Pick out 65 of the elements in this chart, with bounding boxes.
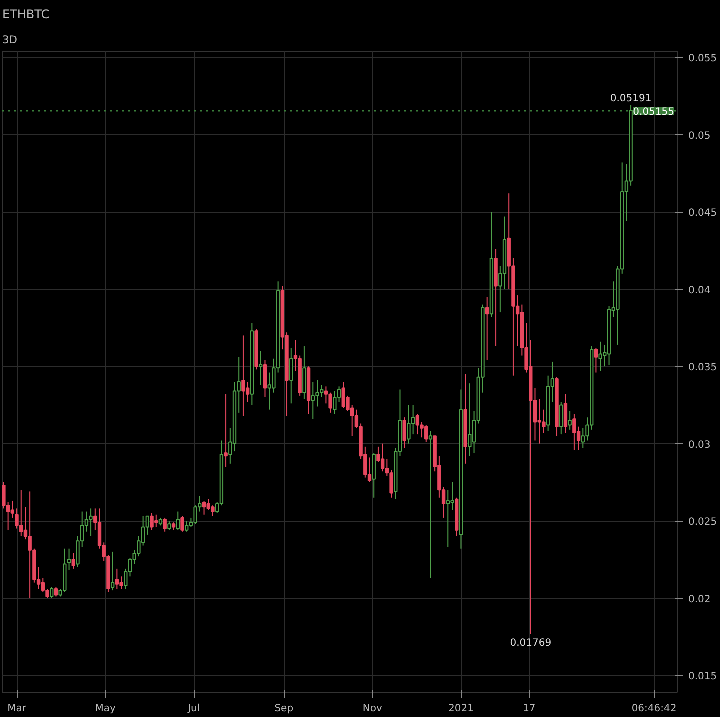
- candlestick: [560, 402, 564, 436]
- y-tick-label: 0.03: [688, 440, 711, 451]
- chart-title: ETHBTC: [2, 8, 50, 22]
- candlestick: [180, 516, 184, 532]
- y-tick-label: 0.035: [688, 362, 718, 374]
- y-tick-label: 0.015: [688, 672, 718, 683]
- candlestick: [246, 382, 250, 403]
- candlestick: [202, 500, 206, 516]
- candlestick: [10, 500, 15, 518]
- candlestick: [150, 512, 154, 531]
- y-tick-label: 0.04: [688, 285, 711, 296]
- candlestick: [290, 348, 294, 404]
- candlestick: [411, 404, 416, 436]
- x-tick-label: 06:46:42: [632, 704, 677, 714]
- y-tick-label: 0.02: [688, 594, 711, 606]
- candlestick: [450, 482, 454, 511]
- candlestick: [176, 511, 180, 531]
- candlestick: [390, 470, 394, 498]
- candlestick: [2, 482, 6, 510]
- candlestick: [72, 552, 76, 570]
- candlestick: [15, 508, 19, 530]
- x-tick-label: Sep: [274, 704, 294, 714]
- candlestick: [224, 394, 228, 468]
- candlestick: [50, 586, 54, 599]
- candlestick: [468, 383, 472, 457]
- candlestick: [333, 390, 337, 415]
- candlestick: [380, 443, 385, 472]
- candlestick: [242, 335, 246, 417]
- candlestick: [185, 520, 189, 532]
- annotation: 0.01769: [510, 638, 552, 649]
- x-tick-label: Mar: [8, 704, 28, 714]
- candlestick: [211, 505, 215, 517]
- candlestick: [168, 520, 172, 531]
- annotation: 0.05191: [610, 93, 652, 104]
- x-tick-label: May: [95, 704, 116, 714]
- y-tick-label: 0.055: [688, 54, 718, 65]
- candlestick: [115, 568, 120, 590]
- candlestick: [67, 548, 72, 571]
- candlestick: [416, 414, 420, 436]
- x-tick-label: Jul: [187, 704, 200, 714]
- candlestick: [568, 410, 572, 430]
- candlestick: [110, 551, 115, 592]
- candlestick: [368, 457, 372, 483]
- candlestick: [89, 508, 93, 537]
- candlestick: [263, 360, 268, 398]
- candlestick: [485, 296, 490, 361]
- x-tick-label: 2021: [448, 704, 474, 714]
- candlestick: [407, 404, 411, 444]
- y-tick-label: 0.045: [688, 208, 718, 220]
- y-tick-label: 0.025: [688, 517, 718, 528]
- candlestick: [316, 380, 320, 408]
- candlestick: [328, 392, 332, 414]
- candlestick: [572, 414, 576, 450]
- y-tick-label: 0.05: [688, 130, 711, 142]
- candlestick: [428, 430, 433, 579]
- x-tick-label: Nov: [362, 704, 382, 714]
- candlestick: [259, 350, 263, 386]
- chart-subtitle: 3D: [2, 34, 18, 46]
- candlestick: [594, 348, 598, 374]
- candlestick: [54, 586, 58, 598]
- candlestick: [163, 517, 167, 532]
- x-tick-label: 17: [523, 704, 536, 714]
- candlestick: [120, 576, 124, 590]
- candlestick: [564, 394, 568, 434]
- candlestick: [402, 417, 406, 449]
